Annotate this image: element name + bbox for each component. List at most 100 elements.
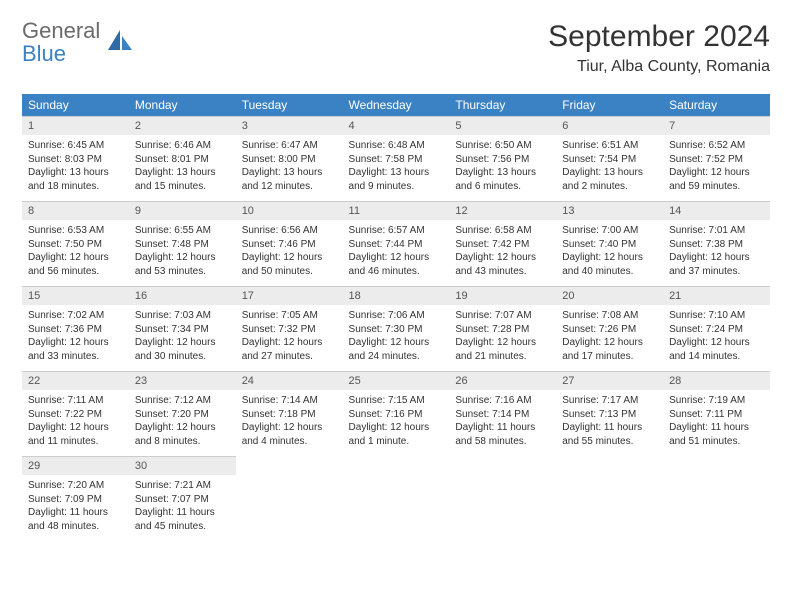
calendar-cell — [236, 456, 343, 541]
sunset-text: Sunset: 7:14 PM — [455, 408, 550, 422]
daylight-text: Daylight: 12 hours and 1 minute. — [349, 421, 444, 448]
day-body: Sunrise: 6:48 AMSunset: 7:58 PMDaylight:… — [343, 135, 450, 201]
sunset-text: Sunset: 7:48 PM — [135, 238, 230, 252]
day-body: Sunrise: 6:46 AMSunset: 8:01 PMDaylight:… — [129, 135, 236, 201]
daylight-text: Daylight: 12 hours and 46 minutes. — [349, 251, 444, 278]
day-header: Tuesday — [236, 94, 343, 116]
calendar-cell: 3Sunrise: 6:47 AMSunset: 8:00 PMDaylight… — [236, 116, 343, 201]
daylight-text: Daylight: 11 hours and 58 minutes. — [455, 421, 550, 448]
sunrise-text: Sunrise: 7:17 AM — [562, 394, 657, 408]
calendar-cell: 27Sunrise: 7:17 AMSunset: 7:13 PMDayligh… — [556, 371, 663, 456]
daylight-text: Daylight: 12 hours and 14 minutes. — [669, 336, 764, 363]
sunset-text: Sunset: 7:50 PM — [28, 238, 123, 252]
calendar-cell: 4Sunrise: 6:48 AMSunset: 7:58 PMDaylight… — [343, 116, 450, 201]
calendar-cell: 13Sunrise: 7:00 AMSunset: 7:40 PMDayligh… — [556, 201, 663, 286]
calendar-cell: 2Sunrise: 6:46 AMSunset: 8:01 PMDaylight… — [129, 116, 236, 201]
calendar-week-row: 8Sunrise: 6:53 AMSunset: 7:50 PMDaylight… — [22, 201, 770, 286]
brand-logo: General Blue — [22, 20, 134, 66]
day-header-row: Sunday Monday Tuesday Wednesday Thursday… — [22, 94, 770, 116]
daylight-text: Daylight: 12 hours and 59 minutes. — [669, 166, 764, 193]
sunset-text: Sunset: 7:26 PM — [562, 323, 657, 337]
sunset-text: Sunset: 7:40 PM — [562, 238, 657, 252]
daylight-text: Daylight: 13 hours and 6 minutes. — [455, 166, 550, 193]
day-body: Sunrise: 6:47 AMSunset: 8:00 PMDaylight:… — [236, 135, 343, 201]
daylight-text: Daylight: 12 hours and 8 minutes. — [135, 421, 230, 448]
daylight-text: Daylight: 11 hours and 51 minutes. — [669, 421, 764, 448]
title-block: September 2024 Tiur, Alba County, Romani… — [548, 20, 770, 76]
sunrise-text: Sunrise: 6:48 AM — [349, 139, 444, 153]
sunset-text: Sunset: 7:46 PM — [242, 238, 337, 252]
sunset-text: Sunset: 7:38 PM — [669, 238, 764, 252]
day-body: Sunrise: 6:52 AMSunset: 7:52 PMDaylight:… — [663, 135, 770, 201]
header: General Blue September 2024 Tiur, Alba C… — [22, 20, 770, 76]
daylight-text: Daylight: 11 hours and 48 minutes. — [28, 506, 123, 533]
calendar-cell — [343, 456, 450, 541]
sunset-text: Sunset: 7:42 PM — [455, 238, 550, 252]
calendar-cell: 6Sunrise: 6:51 AMSunset: 7:54 PMDaylight… — [556, 116, 663, 201]
daylight-text: Daylight: 11 hours and 55 minutes. — [562, 421, 657, 448]
day-number: 14 — [663, 201, 770, 220]
day-body: Sunrise: 6:55 AMSunset: 7:48 PMDaylight:… — [129, 220, 236, 286]
sunset-text: Sunset: 7:36 PM — [28, 323, 123, 337]
sunset-text: Sunset: 7:44 PM — [349, 238, 444, 252]
sunrise-text: Sunrise: 7:21 AM — [135, 479, 230, 493]
sunrise-text: Sunrise: 7:06 AM — [349, 309, 444, 323]
logo-word-general: General — [22, 18, 100, 43]
day-number: 25 — [343, 371, 450, 390]
calendar-cell — [449, 456, 556, 541]
day-number: 29 — [22, 456, 129, 475]
day-number: 17 — [236, 286, 343, 305]
sunrise-text: Sunrise: 6:53 AM — [28, 224, 123, 238]
day-body: Sunrise: 7:17 AMSunset: 7:13 PMDaylight:… — [556, 390, 663, 456]
calendar-cell — [663, 456, 770, 541]
daylight-text: Daylight: 12 hours and 4 minutes. — [242, 421, 337, 448]
sunrise-text: Sunrise: 6:57 AM — [349, 224, 444, 238]
sunrise-text: Sunrise: 6:58 AM — [455, 224, 550, 238]
calendar-table: Sunday Monday Tuesday Wednesday Thursday… — [22, 94, 770, 541]
day-body: Sunrise: 7:19 AMSunset: 7:11 PMDaylight:… — [663, 390, 770, 456]
calendar-cell: 20Sunrise: 7:08 AMSunset: 7:26 PMDayligh… — [556, 286, 663, 371]
daylight-text: Daylight: 12 hours and 17 minutes. — [562, 336, 657, 363]
month-title: September 2024 — [548, 20, 770, 54]
sunrise-text: Sunrise: 7:03 AM — [135, 309, 230, 323]
calendar-cell: 24Sunrise: 7:14 AMSunset: 7:18 PMDayligh… — [236, 371, 343, 456]
day-number: 4 — [343, 116, 450, 135]
calendar-cell: 12Sunrise: 6:58 AMSunset: 7:42 PMDayligh… — [449, 201, 556, 286]
sunset-text: Sunset: 7:13 PM — [562, 408, 657, 422]
calendar-cell: 8Sunrise: 6:53 AMSunset: 7:50 PMDaylight… — [22, 201, 129, 286]
calendar-week-row: 15Sunrise: 7:02 AMSunset: 7:36 PMDayligh… — [22, 286, 770, 371]
calendar-week-row: 29Sunrise: 7:20 AMSunset: 7:09 PMDayligh… — [22, 456, 770, 541]
daylight-text: Daylight: 12 hours and 33 minutes. — [28, 336, 123, 363]
day-number: 26 — [449, 371, 556, 390]
sunrise-text: Sunrise: 6:46 AM — [135, 139, 230, 153]
calendar-cell: 1Sunrise: 6:45 AMSunset: 8:03 PMDaylight… — [22, 116, 129, 201]
sunrise-text: Sunrise: 7:07 AM — [455, 309, 550, 323]
daylight-text: Daylight: 12 hours and 24 minutes. — [349, 336, 444, 363]
logo-text: General Blue — [22, 20, 100, 66]
day-body: Sunrise: 6:58 AMSunset: 7:42 PMDaylight:… — [449, 220, 556, 286]
calendar-cell: 22Sunrise: 7:11 AMSunset: 7:22 PMDayligh… — [22, 371, 129, 456]
day-number: 11 — [343, 201, 450, 220]
sunrise-text: Sunrise: 6:45 AM — [28, 139, 123, 153]
day-number: 18 — [343, 286, 450, 305]
day-number: 12 — [449, 201, 556, 220]
sunrise-text: Sunrise: 7:16 AM — [455, 394, 550, 408]
day-number: 7 — [663, 116, 770, 135]
sunrise-text: Sunrise: 7:11 AM — [28, 394, 123, 408]
calendar-cell: 10Sunrise: 6:56 AMSunset: 7:46 PMDayligh… — [236, 201, 343, 286]
day-body: Sunrise: 7:10 AMSunset: 7:24 PMDaylight:… — [663, 305, 770, 371]
day-number: 28 — [663, 371, 770, 390]
day-number: 1 — [22, 116, 129, 135]
sunrise-text: Sunrise: 6:52 AM — [669, 139, 764, 153]
day-body: Sunrise: 7:21 AMSunset: 7:07 PMDaylight:… — [129, 475, 236, 541]
day-body: Sunrise: 7:12 AMSunset: 7:20 PMDaylight:… — [129, 390, 236, 456]
day-body: Sunrise: 7:00 AMSunset: 7:40 PMDaylight:… — [556, 220, 663, 286]
calendar-cell: 16Sunrise: 7:03 AMSunset: 7:34 PMDayligh… — [129, 286, 236, 371]
daylight-text: Daylight: 13 hours and 12 minutes. — [242, 166, 337, 193]
day-number: 23 — [129, 371, 236, 390]
day-number: 27 — [556, 371, 663, 390]
sunrise-text: Sunrise: 6:55 AM — [135, 224, 230, 238]
sunset-text: Sunset: 7:07 PM — [135, 493, 230, 507]
day-header: Sunday — [22, 94, 129, 116]
day-number: 2 — [129, 116, 236, 135]
